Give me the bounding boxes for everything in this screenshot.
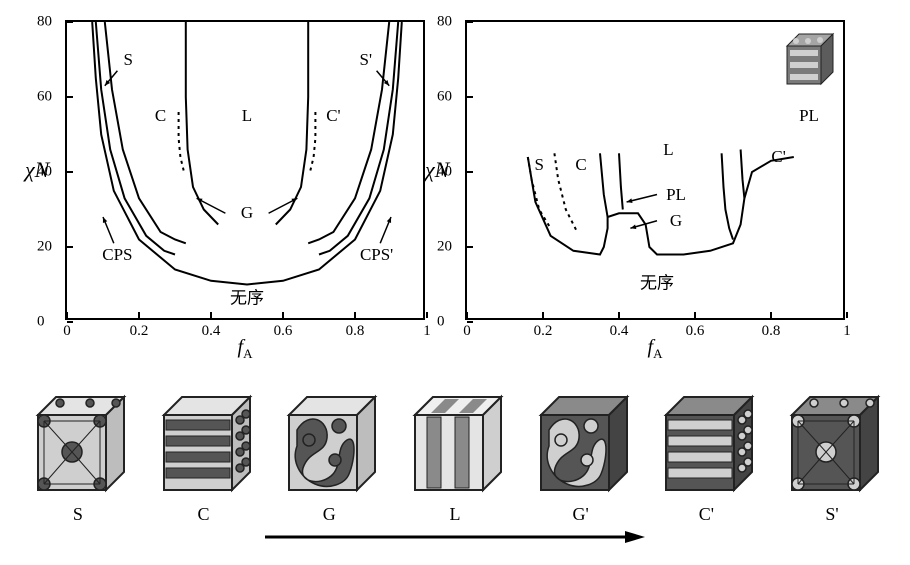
y-tick-label: 80 <box>37 14 52 31</box>
x-tick-label: 0.6 <box>686 323 705 340</box>
morph-item: C' <box>656 390 756 525</box>
left-chart-wrap: χN 02040608000.20.40.60.81SS'CC'LGCPSCPS… <box>65 20 425 320</box>
x-axis-label: fA <box>238 336 253 362</box>
phase-label: C <box>575 155 586 175</box>
morphology-row: S C G L G' C' S' <box>20 390 890 525</box>
y-tick-label: 60 <box>37 89 52 106</box>
y-tick-label: 20 <box>437 239 452 256</box>
morph-label: C' <box>699 504 714 525</box>
morph-label: L <box>449 504 460 525</box>
left-phase-diagram: 02040608000.20.40.60.81SS'CC'LGCPSCPS'无序 <box>65 20 425 320</box>
y-tick-label: 60 <box>437 89 452 106</box>
morph-cube-C' <box>656 390 756 498</box>
morph-cube-C <box>154 390 254 498</box>
phase-label: C <box>155 106 166 126</box>
morph-item: C <box>154 390 254 525</box>
phase-label: PL <box>666 185 686 205</box>
morph-label: C <box>198 504 210 525</box>
left-chart-svg <box>67 22 427 322</box>
y-tick-label: 40 <box>37 164 52 181</box>
right-chart-wrap: χN 02040608000.20.40.60.81SCLC'PLG无序PL f… <box>465 20 845 320</box>
morph-cube-G' <box>531 390 631 498</box>
phase-label: 无序 <box>640 268 674 293</box>
phase-label: C' <box>326 106 340 126</box>
phase-label: S <box>123 50 132 70</box>
phase-label: 无序 <box>230 283 264 308</box>
morph-cube-S' <box>782 390 882 498</box>
morph-label: S <box>73 504 83 525</box>
morph-item: G' <box>531 390 631 525</box>
y-tick-label: 20 <box>37 239 52 256</box>
increasing-fa-arrow <box>265 529 645 545</box>
phase-label: L <box>242 106 252 126</box>
pl-inset-cube <box>777 28 837 88</box>
phase-label: G <box>670 211 682 231</box>
x-tick-label: 1 <box>843 323 851 340</box>
phase-label: S' <box>360 50 373 70</box>
phase-label: G <box>241 203 253 223</box>
morph-item: L <box>405 390 505 525</box>
morph-label: G' <box>573 504 589 525</box>
x-tick-label: 0.8 <box>346 323 365 340</box>
x-tick-label: 0.4 <box>202 323 221 340</box>
morph-item: G <box>279 390 379 525</box>
phase-label: PL <box>799 106 819 126</box>
y-tick-label: 0 <box>37 314 45 331</box>
x-tick-label: 0.2 <box>130 323 149 340</box>
fa-arrow-row <box>20 529 890 545</box>
morph-cube-L <box>405 390 505 498</box>
x-tick-label: 0.2 <box>534 323 553 340</box>
phase-label: S <box>534 155 543 175</box>
x-tick-label: 1 <box>423 323 431 340</box>
morph-item: S <box>28 390 128 525</box>
y-tick-label: 0 <box>437 314 445 331</box>
phase-label: CPS <box>102 245 132 265</box>
morph-label: S' <box>825 504 838 525</box>
right-phase-diagram: 02040608000.20.40.60.81SCLC'PLG无序PL <box>465 20 845 320</box>
morph-item: S' <box>782 390 882 525</box>
phase-label: C' <box>771 147 785 167</box>
x-tick-label: 0 <box>463 323 471 340</box>
x-tick-label: 0.6 <box>274 323 293 340</box>
y-tick-label: 80 <box>437 14 452 31</box>
y-tick-label: 40 <box>437 164 452 181</box>
morph-label: G <box>323 504 336 525</box>
morph-cube-S <box>28 390 128 498</box>
morph-cube-G <box>279 390 379 498</box>
x-tick-label: 0 <box>63 323 71 340</box>
phase-label: L <box>663 140 673 160</box>
x-axis-label: fA <box>648 336 663 362</box>
x-tick-label: 0.4 <box>610 323 629 340</box>
phase-diagrams-row: χN 02040608000.20.40.60.81SS'CC'LGCPSCPS… <box>20 20 890 320</box>
phase-label: CPS' <box>360 245 393 265</box>
x-tick-label: 0.8 <box>762 323 781 340</box>
